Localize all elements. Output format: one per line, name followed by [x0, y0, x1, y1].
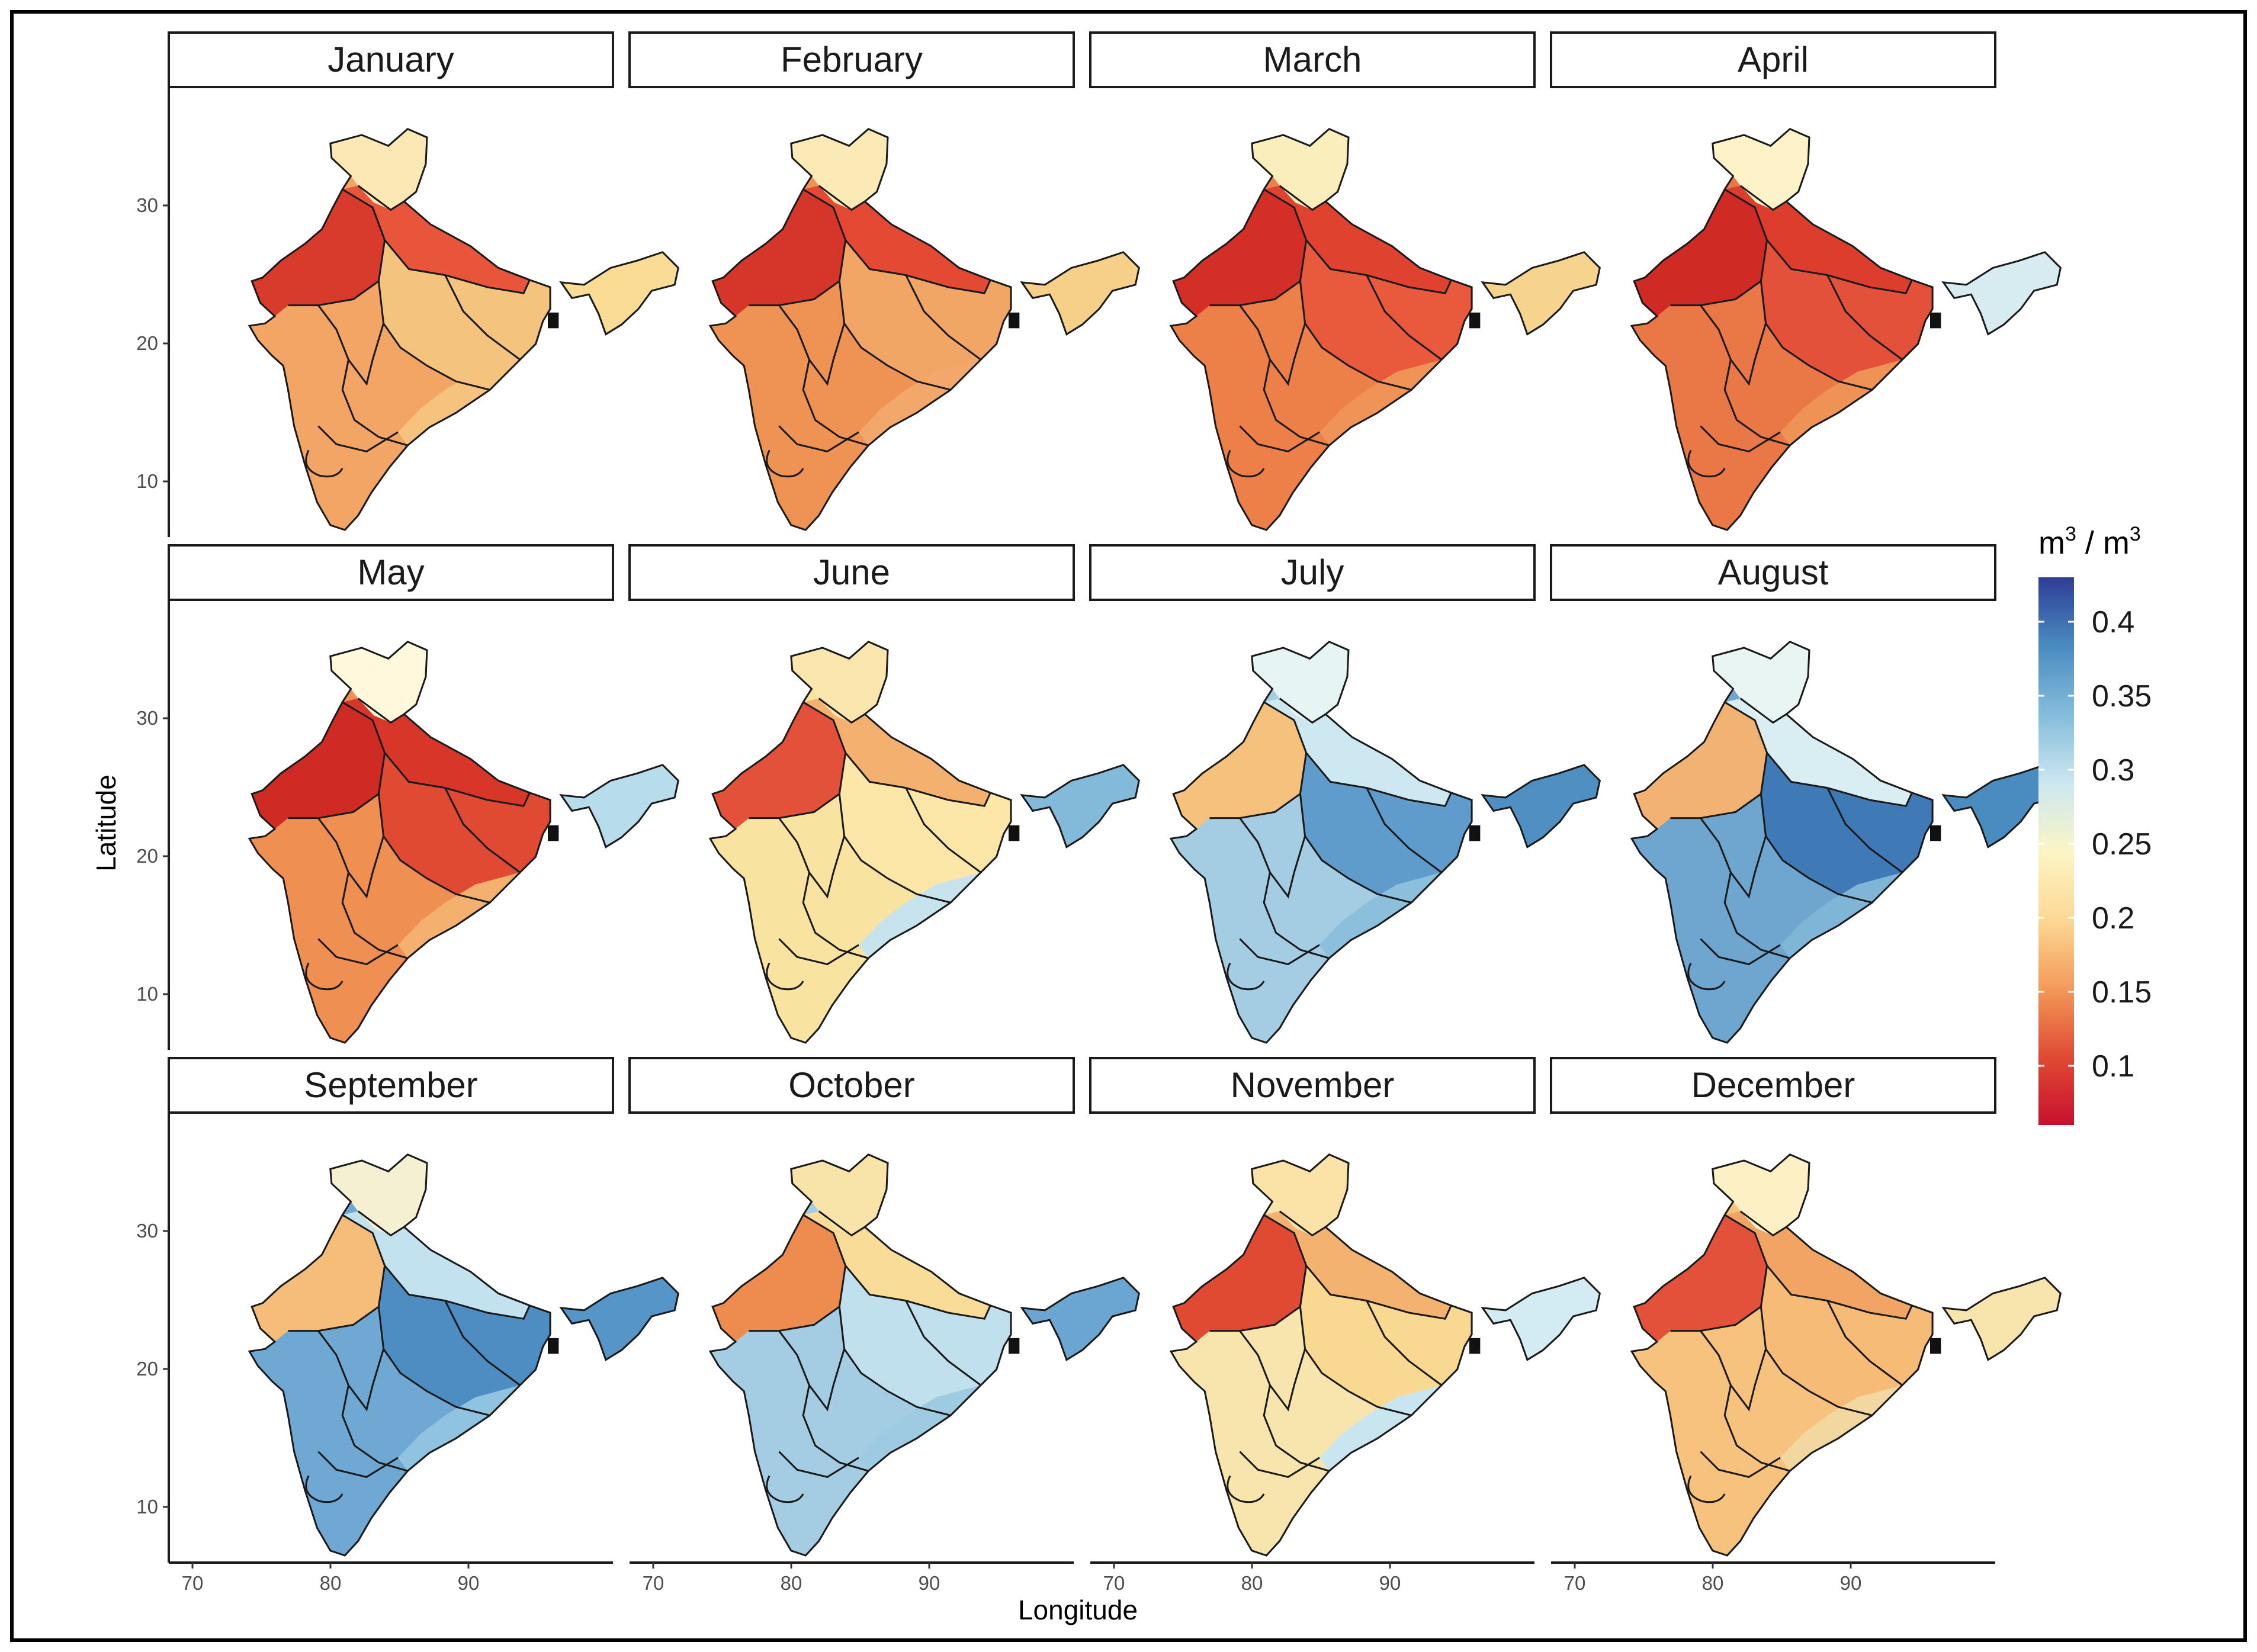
legend-break-label: 0.1	[2092, 1049, 2134, 1084]
panel-strip	[168, 1057, 614, 1114]
y-tick-label: 10	[136, 1496, 158, 1518]
x-tick-label: 80	[320, 1572, 342, 1594]
x-tick-label: 90	[458, 1572, 480, 1594]
panel-month-label: March	[1263, 40, 1362, 79]
y-tick-label: 30	[136, 707, 158, 729]
panel-strip	[1550, 544, 1996, 601]
panel-month-label: September	[304, 1065, 478, 1105]
india-map	[1630, 641, 2062, 1044]
x-tick-label: 80	[1241, 1572, 1263, 1594]
sundarbans-mark	[1469, 825, 1481, 841]
y-tick-label: 20	[136, 332, 158, 354]
panel-month-label: November	[1231, 1065, 1395, 1105]
y-tick-label: 30	[136, 1220, 158, 1242]
map-panel: November 70 80 90	[1089, 1057, 1601, 1594]
legend-break-label: 0.4	[2092, 605, 2134, 639]
sundarbans-mark	[1009, 312, 1020, 329]
panel-month-label: January	[328, 40, 454, 79]
legend-break-label: 0.35	[2092, 679, 2152, 713]
legend-title: m3 / m3	[2038, 523, 2141, 561]
panel-month-label: December	[1691, 1065, 1855, 1105]
sundarbans-mark	[1009, 825, 1020, 841]
india-map	[1170, 128, 1601, 531]
sundarbans-mark	[1930, 1338, 1941, 1354]
india-map	[248, 1153, 679, 1557]
y-tick-label: 10	[136, 983, 158, 1005]
india-map	[709, 1153, 1140, 1557]
india-map	[709, 128, 1140, 531]
sundarbans-mark	[548, 825, 559, 841]
panel-strip	[1089, 31, 1536, 88]
x-tick-label: 90	[1379, 1572, 1401, 1594]
panel-strip	[168, 544, 614, 601]
panel-strip	[628, 544, 1075, 601]
india-map	[1170, 1153, 1601, 1557]
map-panel: January 30 20 10	[136, 31, 679, 537]
map-panel: March	[1089, 31, 1601, 531]
map-panel: October 70 80 90	[628, 1057, 1140, 1594]
legend-break-label: 0.25	[2092, 827, 2152, 862]
india-map	[1170, 641, 1601, 1044]
x-tick-label: 70	[643, 1572, 664, 1594]
panel-month-label: October	[788, 1065, 914, 1105]
india-map	[248, 641, 679, 1044]
map-panel: July	[1089, 544, 1601, 1044]
map-panel: June	[628, 544, 1140, 1044]
panel-strip	[628, 1057, 1075, 1114]
sundarbans-mark	[1009, 1338, 1020, 1354]
map-panel: February	[628, 31, 1140, 531]
sundarbans-mark	[548, 312, 559, 329]
legend-title-separator: / m	[2076, 525, 2130, 561]
map-panel: April	[1550, 31, 2062, 531]
map-panel: May 30 20 10	[136, 544, 679, 1050]
panel-strip	[1089, 1057, 1536, 1114]
map-panel: August	[1550, 544, 2062, 1044]
legend-colorbar	[2038, 577, 2074, 1125]
panel-strip	[1550, 31, 1996, 88]
legend-break-label: 0.15	[2092, 975, 2152, 1010]
x-tick-label: 90	[919, 1572, 940, 1594]
x-tick-label: 70	[1564, 1572, 1586, 1594]
map-panel: December 70 80 90	[1550, 1057, 2062, 1594]
legend-title-exponent: 3	[2065, 523, 2076, 545]
legend-title-unit: m	[2038, 525, 2065, 561]
sundarbans-mark	[1469, 1338, 1481, 1354]
india-map	[1630, 1153, 2062, 1557]
x-tick-label: 80	[781, 1572, 802, 1594]
panel-strip	[1089, 544, 1536, 601]
panel-month-label: June	[813, 552, 890, 592]
sundarbans-mark	[548, 1338, 559, 1354]
panel-month-label: February	[781, 40, 923, 79]
india-map	[1630, 128, 2062, 531]
x-tick-label: 70	[1103, 1572, 1125, 1594]
y-tick-label: 20	[136, 845, 158, 867]
india-map	[709, 641, 1140, 1044]
y-tick-label: 20	[136, 1358, 158, 1380]
x-axis-title: Longitude	[1018, 1595, 1138, 1625]
y-axis-title: Latitude	[91, 774, 121, 872]
panel-month-label: May	[357, 552, 424, 592]
y-tick-label: 10	[136, 470, 158, 492]
figure-frame	[10, 10, 2247, 1642]
sundarbans-mark	[1469, 312, 1481, 329]
color-legend: m3 / m30.40.350.30.250.20.150.1	[2038, 523, 2152, 1125]
x-tick-label: 70	[182, 1572, 204, 1594]
panel-strip	[168, 31, 614, 88]
x-tick-label: 90	[1840, 1572, 1862, 1594]
legend-break-label: 0.2	[2092, 901, 2134, 936]
legend-title-exponent-2: 3	[2130, 523, 2141, 545]
panel-month-label: August	[1718, 552, 1829, 592]
panel-strip	[628, 31, 1075, 88]
x-tick-label: 80	[1702, 1572, 1724, 1594]
y-tick-label: 30	[136, 194, 158, 216]
panel-month-label: July	[1281, 552, 1344, 592]
sundarbans-mark	[1930, 825, 1941, 841]
india-map	[248, 128, 679, 531]
map-panel: September 30 20 10 70 80 90	[136, 1057, 679, 1594]
panel-month-label: April	[1738, 40, 1809, 79]
sundarbans-mark	[1930, 312, 1941, 329]
legend-break-label: 0.3	[2092, 753, 2134, 788]
panel-strip	[1550, 1057, 1996, 1114]
